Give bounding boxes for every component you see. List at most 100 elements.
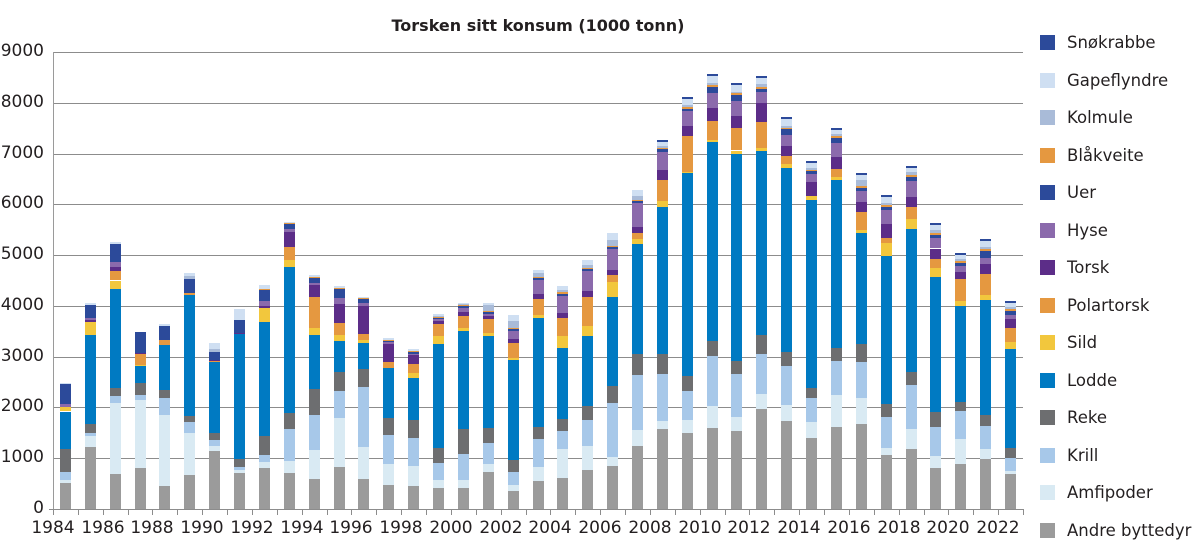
bar-segment xyxy=(334,323,345,336)
bar-segment xyxy=(259,288,270,290)
bar-segment xyxy=(85,433,96,437)
bar-segment xyxy=(806,387,817,399)
bar-segment xyxy=(60,449,71,473)
y-tick-label: 1000 xyxy=(0,447,44,467)
bar-segment xyxy=(756,147,767,151)
legend-item: Krill xyxy=(1040,437,1200,475)
bar-segment xyxy=(334,286,345,288)
bar-segment xyxy=(881,238,892,243)
bar-segment xyxy=(184,292,195,295)
bar-segment xyxy=(980,258,991,265)
x-tick-mark xyxy=(799,509,800,515)
bar-segment xyxy=(607,232,618,240)
bar-segment xyxy=(110,267,121,272)
bar-segment xyxy=(707,406,718,428)
bar-segment xyxy=(533,294,544,300)
bar-segment xyxy=(110,289,121,389)
bar-segment xyxy=(458,330,469,429)
bar-segment xyxy=(781,351,792,366)
x-tick-label: 1994 xyxy=(280,518,324,538)
bar-segment xyxy=(1005,349,1016,448)
bar-2006 xyxy=(607,0,618,556)
bar-segment xyxy=(881,403,892,418)
bar-segment xyxy=(582,269,593,271)
x-tick-mark xyxy=(650,509,651,515)
bar-segment xyxy=(408,372,419,378)
bar-segment xyxy=(483,319,494,333)
y-tick-label: 8000 xyxy=(0,92,44,112)
bar-segment xyxy=(632,199,643,202)
bar-segment xyxy=(334,341,345,372)
legend-item: Reke xyxy=(1040,399,1200,437)
bar-1998 xyxy=(408,0,419,556)
bar-2012 xyxy=(756,0,767,556)
bar-segment xyxy=(334,390,345,419)
x-tick-mark xyxy=(600,509,601,515)
bar-segment xyxy=(881,417,892,449)
bar-segment xyxy=(284,222,295,224)
x-tick-label: 2020 xyxy=(926,518,970,538)
bar-segment xyxy=(906,372,917,385)
bar-2013 xyxy=(781,0,792,556)
y-tick-label: 5000 xyxy=(0,244,44,264)
bar-segment xyxy=(682,97,693,100)
bar-2022 xyxy=(1005,0,1016,556)
bar-segment xyxy=(110,388,121,397)
bar-1995 xyxy=(334,0,345,556)
bar-segment xyxy=(533,279,544,295)
legend-item: Lodde xyxy=(1040,362,1200,400)
bar-segment xyxy=(433,316,444,318)
bar-segment xyxy=(731,82,742,85)
x-tick-mark xyxy=(924,509,925,515)
bar-segment xyxy=(508,484,519,491)
bar-segment xyxy=(358,302,369,307)
bar-segment xyxy=(209,359,220,361)
bar-segment xyxy=(632,239,643,245)
bar-segment xyxy=(906,229,917,373)
bar-segment xyxy=(533,276,544,278)
bar-segment xyxy=(881,202,892,205)
bar-segment xyxy=(657,145,668,148)
bar-segment xyxy=(135,365,146,383)
bar-segment xyxy=(483,472,494,509)
x-tick-label: 1988 xyxy=(130,518,174,538)
x-tick-mark xyxy=(575,509,576,515)
bar-segment xyxy=(259,305,270,309)
bar-segment xyxy=(60,479,71,483)
bar-segment xyxy=(906,429,917,449)
bar-segment xyxy=(334,304,345,324)
bar-segment xyxy=(284,266,295,414)
bar-segment xyxy=(60,472,71,480)
bar-segment xyxy=(284,473,295,509)
bar-segment xyxy=(582,325,593,336)
bar-segment xyxy=(458,315,469,328)
bar-segment xyxy=(582,264,593,268)
bar-segment xyxy=(930,468,941,509)
bar-segment xyxy=(159,339,170,346)
bar-segment xyxy=(756,102,767,122)
bar-segment xyxy=(85,334,96,425)
bar-segment xyxy=(980,238,991,241)
legend-swatch-icon xyxy=(1040,110,1055,126)
bar-segment xyxy=(85,319,96,322)
bar-segment xyxy=(159,486,170,509)
bar-segment xyxy=(955,260,966,263)
x-tick-label: 1986 xyxy=(81,518,125,538)
legend-swatch-icon xyxy=(1040,297,1055,313)
bar-segment xyxy=(85,303,96,306)
bar-segment xyxy=(955,271,966,279)
legend-item: Blåkveite xyxy=(1040,137,1200,175)
bar-segment xyxy=(234,458,245,468)
bar-segment xyxy=(234,467,245,471)
bar-segment xyxy=(831,180,842,348)
bar-segment xyxy=(682,99,693,105)
bar-segment xyxy=(358,478,369,509)
bar-segment xyxy=(582,419,593,447)
legend-item: Kolmule xyxy=(1040,99,1200,137)
bar-1993 xyxy=(284,0,295,556)
bar-segment xyxy=(632,190,643,196)
legend-item: Andre byttedyr xyxy=(1040,512,1200,550)
bar-2014 xyxy=(806,0,817,556)
bar-segment xyxy=(682,433,693,509)
bar-segment xyxy=(980,240,991,247)
